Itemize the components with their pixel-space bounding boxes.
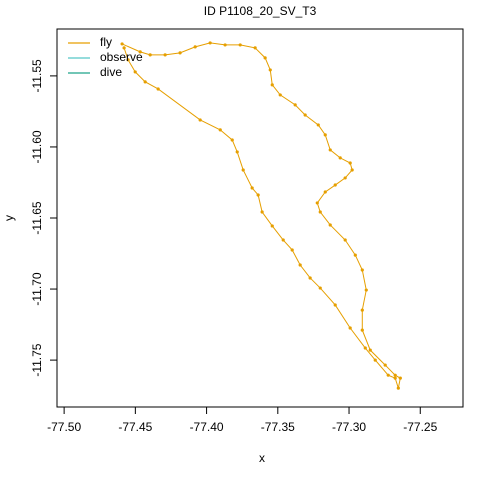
track-point — [364, 288, 368, 292]
track-point — [328, 223, 332, 227]
track-point — [373, 358, 377, 362]
y-tick-label: -11.70 — [30, 272, 44, 305]
y-tick-label: -11.60 — [30, 130, 44, 163]
track-point — [393, 373, 397, 377]
track-point — [218, 128, 222, 132]
track-point — [138, 50, 142, 54]
x-tick-label: -77.30 — [332, 420, 366, 434]
x-tick-label: -77.25 — [403, 420, 437, 434]
track-point — [260, 210, 264, 214]
track-point — [338, 156, 342, 160]
track-point — [360, 328, 364, 332]
track-point — [281, 238, 285, 242]
track-point — [148, 53, 152, 57]
track-point — [316, 123, 320, 127]
track-point — [298, 263, 302, 267]
track-point — [126, 58, 130, 62]
track-point — [268, 68, 272, 72]
track-point — [122, 46, 126, 50]
track-point — [250, 186, 254, 190]
track-point — [178, 51, 182, 55]
track-point — [386, 373, 390, 377]
track-point — [208, 41, 212, 45]
track-point — [143, 80, 147, 84]
track-point — [333, 303, 337, 307]
track-point — [396, 386, 400, 390]
x-axis-title: x — [259, 451, 265, 465]
y-tick-label: -11.65 — [30, 201, 44, 234]
track-point — [348, 326, 352, 330]
track-point — [398, 376, 402, 380]
track-point — [360, 268, 364, 272]
track-point — [133, 70, 137, 74]
track-point — [315, 201, 319, 205]
track-point — [333, 183, 337, 187]
track-point — [238, 43, 242, 47]
track-point — [223, 43, 227, 47]
y-axis-title: y — [2, 215, 16, 221]
y-tick-label: -11.55 — [30, 59, 44, 92]
x-tick-label: -77.45 — [118, 420, 152, 434]
track-point — [270, 83, 274, 87]
track-point — [235, 150, 239, 154]
track-point — [256, 193, 260, 197]
track-point — [193, 45, 197, 49]
track-point — [308, 276, 312, 280]
track-point — [353, 253, 357, 257]
track-point — [328, 148, 332, 152]
plot-frame — [56, 28, 464, 408]
track-point — [293, 103, 297, 107]
x-tick-label: -77.35 — [261, 420, 295, 434]
legend-label: dive — [100, 65, 122, 79]
track-point — [230, 138, 234, 142]
track-point — [318, 210, 322, 214]
track-point — [156, 87, 160, 91]
track-point — [323, 133, 327, 137]
y-tick-label: -11.75 — [30, 343, 44, 376]
track-point — [368, 348, 372, 352]
track-point — [278, 93, 282, 97]
track-line — [121, 42, 401, 389]
legend-label: observe — [100, 50, 143, 64]
track-point — [350, 168, 354, 172]
track-point — [343, 238, 347, 242]
x-tick-label: -77.50 — [47, 420, 81, 434]
track-point — [360, 308, 364, 312]
track-point — [120, 42, 124, 46]
track-point — [253, 46, 257, 50]
track-point — [270, 224, 274, 228]
track-point — [198, 118, 202, 122]
track-point — [323, 190, 327, 194]
legend-label: fly — [100, 35, 112, 49]
track-point — [383, 363, 387, 367]
chart-title: ID P1108_20_SV_T3 — [204, 4, 317, 18]
track-point — [363, 346, 367, 350]
track-point — [263, 56, 267, 60]
track-point — [343, 176, 347, 180]
track-point — [290, 248, 294, 252]
track-point — [241, 168, 245, 172]
track-point — [393, 376, 397, 380]
track-point — [348, 161, 352, 165]
track-point — [303, 113, 307, 117]
track-point — [318, 286, 322, 290]
x-tick-label: -77.40 — [190, 420, 224, 434]
track-point — [163, 53, 167, 57]
